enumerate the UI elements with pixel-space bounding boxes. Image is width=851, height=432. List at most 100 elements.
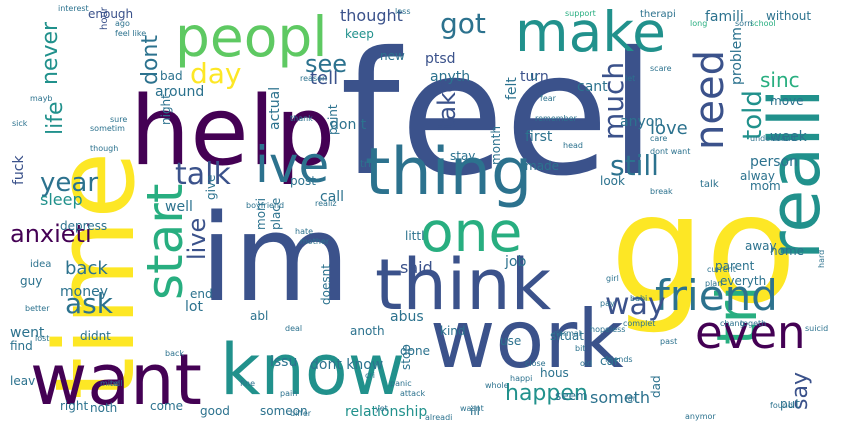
cloud-word: leav [10,374,36,388]
cloud-word: abl [250,309,269,323]
cloud-word: ive [255,136,330,194]
cloud-word: deal [285,324,303,333]
cloud-word: yet [375,404,388,413]
cloud-word: lot [185,299,203,315]
cloud-word: tell [110,379,123,388]
cloud-word: look [600,174,625,188]
cloud-word: interest [58,4,89,13]
cloud-word: differ [290,409,312,418]
cloud-word: enough [88,7,134,21]
cloud-word: talk [700,179,719,190]
cloud-word: year [40,168,99,198]
cloud-word: never [38,21,63,85]
cloud-word: u [530,69,538,83]
cloud-word: got [440,7,486,40]
cloud-word: doesnt [319,264,333,305]
cloud-word: care [650,134,668,143]
cloud-word: pay [600,299,615,308]
cloud-word: talk [175,157,231,192]
cloud-word: therapi [640,9,676,20]
cloud-word: chang [720,319,745,328]
cloud-word: sinc [760,68,800,92]
cloud-word: situat [550,329,584,343]
cloud-word: home [770,244,805,258]
cloud-word: said [400,258,433,277]
cloud-word: job [505,254,527,270]
cloud-word: anxieti [10,220,92,248]
cloud-word: thank [290,114,313,123]
cloud-word: felt [504,77,520,100]
cloud-word: better [25,304,50,313]
cloud-word: togeth [740,319,767,328]
cloud-word: cri [365,371,375,380]
cloud-word: break [650,187,673,196]
cloud-word: stop [399,344,413,370]
cloud-word: normal [553,329,582,338]
cloud-word: mother [300,237,330,246]
cloud-word: make [515,0,667,64]
cloud-word: day [190,57,242,90]
cloud-word: feel [340,16,657,214]
cloud-word: babi [630,294,648,303]
cloud-word: see [305,50,348,78]
cloud-word: dont know [310,357,384,373]
cloud-word: go [610,163,797,337]
cloud-word: well [165,199,193,215]
cloud-word: ask [65,287,113,320]
cloud-word: littl [405,229,425,243]
cloud-word: help [130,77,336,187]
cloud-word: hopeless [590,325,626,334]
cloud-word: one [420,200,523,264]
cloud-word: new [380,49,405,63]
cloud-word: guy [20,274,43,288]
cloud-word: seem [555,389,588,403]
cloud-word: support [565,9,596,18]
cloud-word: let [625,74,636,83]
cloud-word: way [605,287,666,322]
cloud-word: even [695,306,806,359]
cloud-word: anyth [430,69,471,85]
cloud-word: dad [649,375,663,398]
cloud-word: move [770,94,804,108]
cloud-word: hous [540,366,569,380]
cloud-word: noth [90,401,118,415]
cloud-word: know [220,329,405,411]
cloud-word: week [770,129,807,145]
cloud-word: told [738,90,768,140]
cloud-word: understand [750,134,796,143]
cloud-word: problem [729,27,745,85]
cloud-word: turn [520,69,549,85]
cloud-word: take [433,78,461,130]
cloud-word: complet [623,319,656,328]
cloud-word: thing [365,135,533,210]
cloud-word: come [150,399,184,413]
cloud-word: person [750,154,798,170]
cloud-word: hate [295,227,314,236]
cloud-word: alreadi [425,413,453,422]
cloud-word: sorri [735,19,753,28]
cloud-word: sometim [90,124,125,133]
cloud-word: tell [310,68,339,89]
cloud-word: reason [300,74,328,83]
cloud-word: want [30,339,202,421]
cloud-word: don t [330,117,367,133]
cloud-word: someon [260,404,308,418]
cloud-word: call [320,189,345,205]
cloud-word: went [10,325,45,341]
cloud-word: though [90,144,119,153]
cloud-word: post [290,174,316,188]
cloud-word: school [750,19,776,28]
cloud-word: anymor [685,412,716,421]
cloud-word: abus [390,309,424,325]
cloud-word: mayb [30,94,53,103]
cloud-word: ill [470,404,481,418]
cloud-word: away [745,239,777,253]
cloud-word: kind [440,324,466,338]
cloud-word: sleep [40,190,83,209]
cloud-word: month [489,126,503,165]
cloud-word: money [60,284,108,300]
cloud-word: love [650,118,688,139]
cloud-word: scare [650,64,672,73]
cloud-word: end [190,287,213,301]
